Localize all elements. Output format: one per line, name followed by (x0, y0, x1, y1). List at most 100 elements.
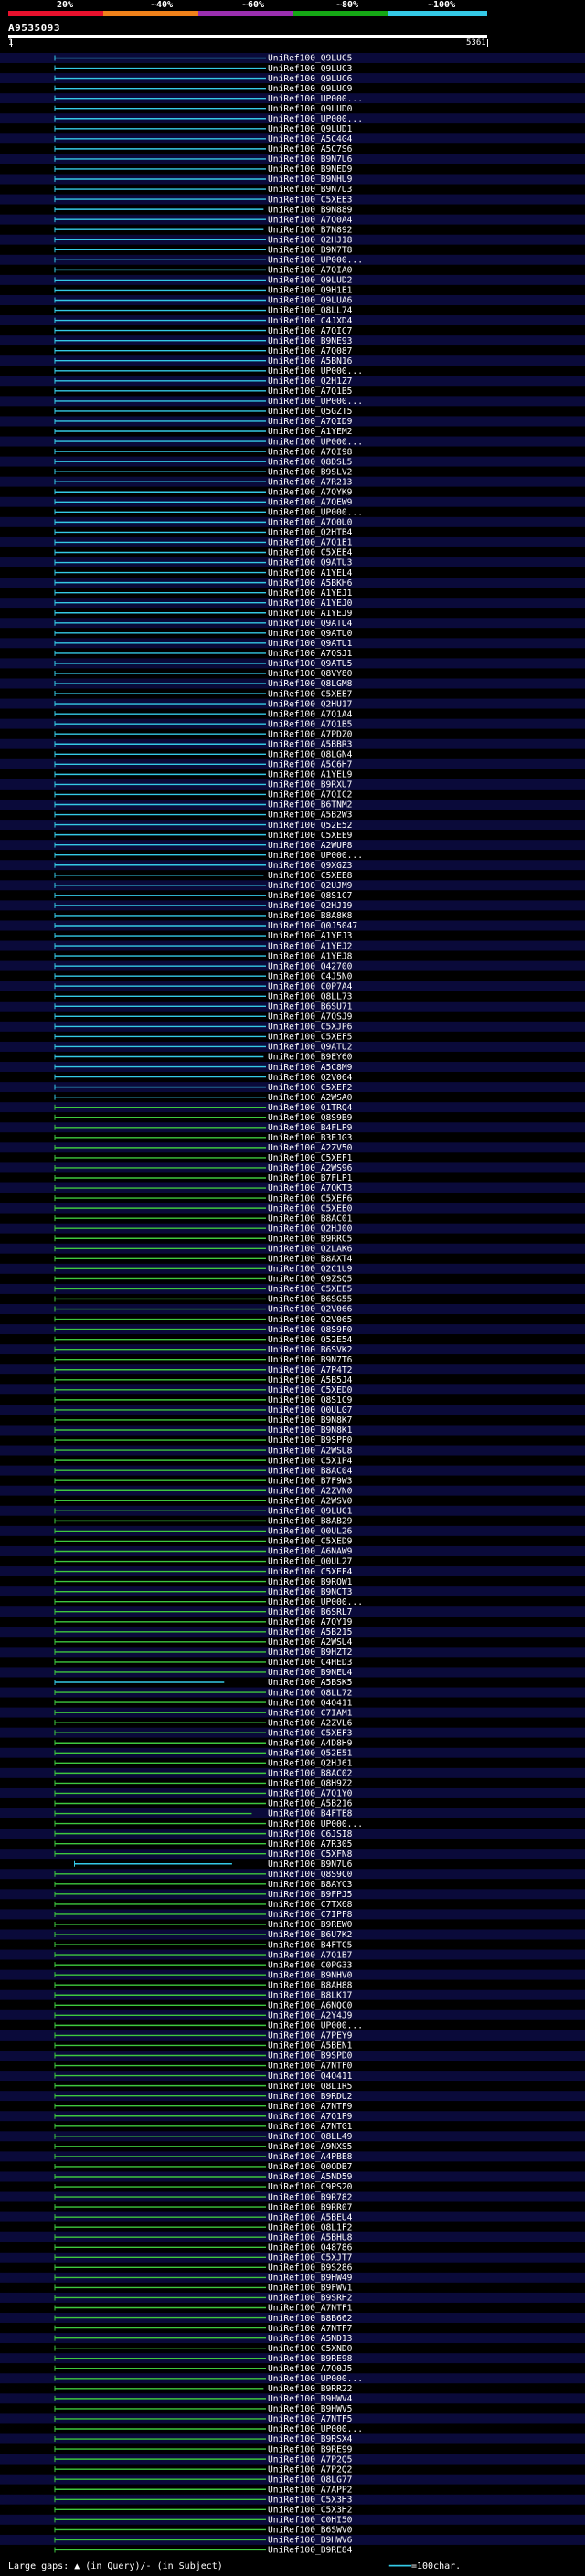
subject-label[interactable]: UniRef100_A5BHU8 (268, 2232, 353, 2242)
subject-label[interactable]: UniRef100_B9HWV4 (268, 2394, 353, 2404)
subject-label[interactable]: UniRef100_Q42700 (268, 961, 353, 971)
subject-label[interactable]: UniRef100_A1YEJ3 (268, 931, 353, 941)
subject-label[interactable]: UniRef100_C5XEF3 (268, 1728, 353, 1738)
subject-label[interactable]: UniRef100_Q2V066 (268, 1305, 353, 1315)
subject-label[interactable]: UniRef100_B9NEU4 (268, 1668, 353, 1678)
subject-label[interactable]: UniRef100_A5B216 (268, 1799, 353, 1809)
subject-label[interactable]: UniRef100_A7Q1E1 (268, 538, 353, 548)
subject-label[interactable]: UniRef100_A7QY19 (268, 1617, 353, 1627)
subject-label[interactable]: UniRef100_Q9LUC1 (268, 1507, 353, 1517)
subject-label[interactable]: UniRef100_B9NHU9 (268, 175, 353, 185)
subject-label[interactable]: UniRef100_A5B215 (268, 1627, 352, 1638)
subject-label[interactable]: UniRef100_B9HWV6 (268, 2536, 353, 2546)
subject-label[interactable]: UniRef100_Q9ATU3 (268, 558, 353, 568)
subject-label[interactable]: UniRef100_C5XED0 (268, 1385, 353, 1395)
subject-label[interactable]: UniRef100_B9FWV1 (268, 2284, 353, 2294)
subject-label[interactable]: UniRef100_A2WSA0 (268, 1093, 353, 1103)
subject-label[interactable]: UniRef100_Q9LUA6 (268, 296, 353, 306)
subject-label[interactable]: UniRef100_C7IPF8 (268, 1910, 353, 1920)
subject-label[interactable]: UniRef100_Q8LL49 (268, 2132, 353, 2142)
subject-label[interactable]: UniRef100_B9N889 (268, 205, 353, 215)
subject-label[interactable]: UniRef100_Q2UJM9 (268, 881, 353, 891)
subject-label[interactable]: UniRef100_A7P4T2 (268, 1365, 352, 1375)
subject-label[interactable]: UniRef100_A7PEY9 (268, 2031, 353, 2041)
subject-label[interactable]: UniRef100_B9N8K7 (268, 1415, 353, 1426)
subject-label[interactable]: UniRef100_A7PDZ0 (268, 729, 353, 739)
subject-label[interactable]: UniRef100_A5C8M9 (268, 1063, 353, 1073)
subject-label[interactable]: UniRef100_Q48786 (268, 2242, 353, 2253)
subject-label[interactable]: UniRef100_B9RQW1 (268, 1577, 353, 1587)
subject-label[interactable]: UniRef100_A1YEJ8 (268, 951, 353, 961)
subject-label[interactable]: UniRef100_A5BEU4 (268, 2212, 353, 2222)
subject-label[interactable]: UniRef100_A7NTF7 (268, 2324, 353, 2334)
subject-label[interactable]: UniRef100_B9RXU7 (268, 780, 353, 790)
subject-label[interactable]: UniRef100_A7APP2 (268, 2485, 352, 2495)
subject-label[interactable]: UniRef100_Q9ATU2 (268, 1043, 352, 1053)
subject-label[interactable]: UniRef100_A7Q1B7 (268, 1950, 353, 1960)
subject-label[interactable]: UniRef100_B6TNM2 (268, 800, 352, 811)
subject-label[interactable]: UniRef100_B9HWV5 (268, 2404, 352, 2414)
subject-label[interactable]: UniRef100_B9REW0 (268, 1920, 353, 1930)
subject-label[interactable]: UniRef100_Q5GZT5 (268, 407, 352, 417)
subject-label[interactable]: UniRef100_A2Y4J9 (268, 2011, 353, 2021)
subject-label[interactable]: UniRef100_A5BN16 (268, 356, 353, 366)
subject-label[interactable]: UniRef100_A1YEJ0 (268, 599, 353, 609)
subject-label[interactable]: UniRef100_Q0UL26 (268, 1527, 353, 1537)
subject-label[interactable]: UniRef100_UP000... (268, 256, 363, 266)
subject-label[interactable]: UniRef100_A1YEJ2 (268, 941, 352, 951)
subject-label[interactable]: UniRef100_C4HED3 (268, 1658, 353, 1668)
subject-label[interactable]: UniRef100_A2WSU4 (268, 1638, 353, 1648)
subject-label[interactable]: UniRef100_B9RSX4 (268, 2434, 353, 2444)
subject-label[interactable]: UniRef100_C9PS20 (268, 2182, 353, 2192)
subject-label[interactable]: UniRef100_A2ZVL6 (268, 1718, 353, 1728)
subject-label[interactable]: UniRef100_A7Q087 (268, 346, 353, 356)
subject-label[interactable]: UniRef100_B8B662 (268, 2314, 352, 2324)
subject-label[interactable]: UniRef100_UP000... (268, 2374, 363, 2384)
subject-label[interactable]: UniRef100_B7FLP1 (268, 1173, 353, 1183)
subject-label[interactable]: UniRef100_B9NHV0 (268, 1970, 353, 1980)
subject-label[interactable]: UniRef100_C5XJP6 (268, 1023, 353, 1033)
subject-label[interactable]: UniRef100_A7QIC2 (268, 790, 352, 800)
subject-label[interactable]: UniRef100_B9NED9 (268, 164, 353, 175)
subject-label[interactable]: UniRef100_A7QSJ1 (268, 649, 353, 659)
subject-label[interactable]: UniRef100_A4PBE8 (268, 2152, 353, 2162)
subject-label[interactable]: UniRef100_Q8LGN4 (268, 750, 353, 760)
subject-label[interactable]: UniRef100_Q52E52 (268, 821, 352, 831)
subject-label[interactable]: UniRef100_Q9LUC5 (268, 54, 352, 64)
subject-label[interactable]: UniRef100_B9RE98 (268, 2354, 353, 2364)
subject-label[interactable]: UniRef100_Q52E51 (268, 1748, 353, 1758)
subject-label[interactable]: UniRef100_C5XEF1 (268, 1153, 353, 1163)
subject-label[interactable]: UniRef100_Q9LUD2 (268, 276, 352, 286)
subject-label[interactable]: UniRef100_Q0ULG7 (268, 1405, 353, 1415)
subject-label[interactable]: UniRef100_Q8L1R5 (268, 2082, 352, 2092)
subject-label[interactable]: UniRef100_B9RE84 (268, 2546, 353, 2556)
subject-label[interactable]: UniRef100_B8AH88 (268, 1980, 353, 1990)
subject-label[interactable]: UniRef100_A7Q1B5 (268, 387, 352, 397)
subject-label[interactable]: UniRef100_Q8S9B9 (268, 1113, 353, 1123)
subject-label[interactable]: UniRef100_Q8S1C9 (268, 1395, 353, 1405)
subject-label[interactable]: UniRef100_Q8S9C0 (268, 1870, 353, 1880)
subject-label[interactable]: UniRef100_Q8S1C7 (268, 891, 353, 901)
subject-label[interactable]: UniRef100_A7NTG1 (268, 2122, 353, 2132)
subject-label[interactable]: UniRef100_A7P2Q5 (268, 2454, 352, 2465)
subject-label[interactable]: UniRef100_B9N7U6 (268, 154, 353, 164)
subject-label[interactable]: UniRef100_B9RR22 (268, 2384, 352, 2394)
subject-label[interactable]: UniRef100_B8AYC3 (268, 1880, 353, 1890)
subject-label[interactable]: UniRef100_B9R782 (268, 2192, 352, 2202)
subject-label[interactable]: UniRef100_B9N7U6 (268, 1860, 353, 1870)
subject-label[interactable]: UniRef100_B9NCT3 (268, 1587, 353, 1597)
subject-label[interactable]: UniRef100_A2ZVN0 (268, 1486, 353, 1496)
subject-label[interactable]: UniRef100_B9N8K1 (268, 1426, 353, 1436)
subject-label[interactable]: UniRef100_Q9LUC9 (268, 84, 353, 94)
subject-label[interactable]: UniRef100_A2WSV0 (268, 1496, 353, 1506)
subject-label[interactable]: UniRef100_A7Q1Y0 (268, 1789, 353, 1799)
subject-label[interactable]: UniRef100_A5BBR3 (268, 739, 353, 749)
subject-label[interactable]: UniRef100_B4FTE8 (268, 1809, 353, 1819)
subject-label[interactable]: UniRef100_Q2HTB4 (268, 528, 353, 538)
subject-label[interactable]: UniRef100_B6U7K2 (268, 1930, 352, 1940)
subject-label[interactable]: UniRef100_UP000... (268, 2424, 363, 2434)
subject-label[interactable]: UniRef100_Q4O411 (268, 2072, 353, 2082)
subject-label[interactable]: UniRef100_Q8VY80 (268, 669, 353, 679)
subject-label[interactable]: UniRef100_A5BKH6 (268, 578, 353, 588)
subject-label[interactable]: UniRef100_A7QIC7 (268, 326, 353, 336)
